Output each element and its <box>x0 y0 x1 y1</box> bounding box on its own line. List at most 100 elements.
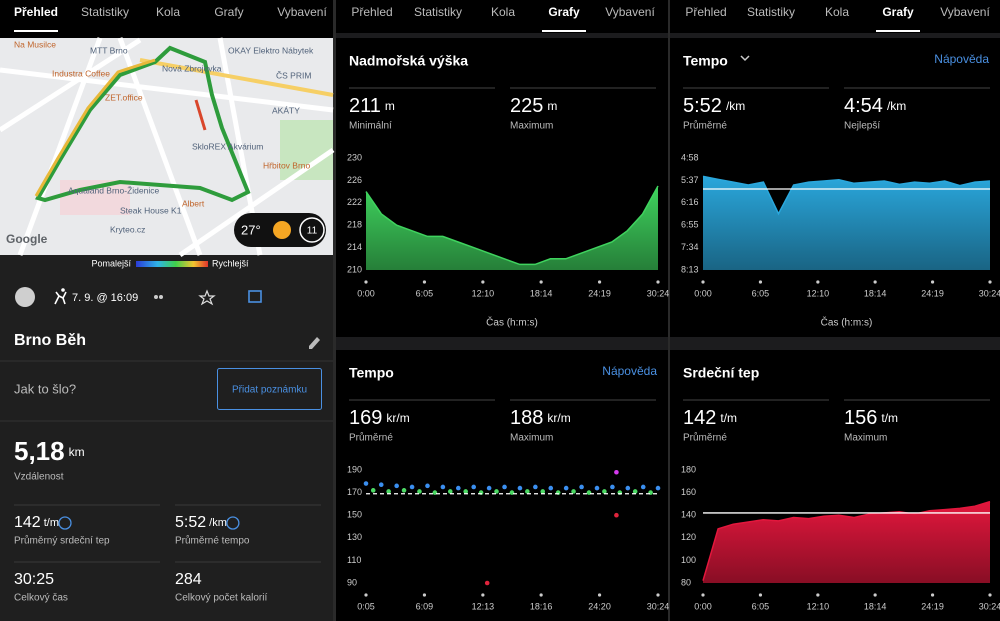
stat: 5:52/km <box>175 514 227 531</box>
tab[interactable]: Kola <box>825 5 849 19</box>
stat-info-icon[interactable] <box>58 516 72 530</box>
map-label: OKAY Elektro Nábytek <box>228 45 314 55</box>
stat-unit: /km <box>209 517 227 529</box>
avatar[interactable] <box>15 287 35 307</box>
tab[interactable]: Přehled <box>685 5 726 19</box>
photo-icon[interactable] <box>248 290 262 303</box>
x-tick-dot <box>758 593 763 597</box>
point <box>548 485 554 491</box>
run-icon-head <box>61 288 65 292</box>
stat-unit: t/m <box>881 411 898 425</box>
tab-divider <box>336 33 668 38</box>
y-tick-label: 80 <box>681 577 691 587</box>
legend-slow: Pomalejší <box>91 258 131 268</box>
stat-label: Průměrné <box>683 432 727 444</box>
dropdown-chevron[interactable] <box>740 55 750 62</box>
add-note-button[interactable]: Přidat poznámku <box>217 368 322 410</box>
x-tick-dot <box>656 593 660 597</box>
y-tick-label: 170 <box>347 487 362 497</box>
tab[interactable]: Statistiky <box>414 5 462 19</box>
tab[interactable]: Kola <box>156 5 180 19</box>
stat-value: 30:25 <box>14 571 54 588</box>
stat-label: Průměrný srdeční tep <box>14 535 110 547</box>
tab[interactable]: Vybavení <box>605 5 655 19</box>
x-tick-dot <box>701 280 705 284</box>
tab[interactable]: Přehled <box>14 5 58 19</box>
stat-value: 5:52 <box>175 514 206 531</box>
x-tick-dot <box>930 593 935 597</box>
edit-icon[interactable] <box>309 337 320 349</box>
stat: 284 <box>175 571 202 588</box>
point <box>471 484 477 490</box>
speed-gradient <box>136 261 208 267</box>
stat: 30:25 <box>14 571 54 588</box>
y-tick-label: 214 <box>347 242 362 252</box>
tab[interactable]: Kola <box>491 5 515 19</box>
map-label: Nová Zbrojovka <box>162 63 222 73</box>
point <box>540 489 546 494</box>
point <box>502 484 507 490</box>
weather-temperature: 27° <box>241 222 261 237</box>
map-label: Hřbitov Brno <box>263 160 311 170</box>
tab[interactable]: Grafy <box>548 5 580 19</box>
tab[interactable]: Statistiky <box>747 5 795 19</box>
tab[interactable]: Vybavení <box>940 5 990 19</box>
map[interactable]: 27° 11 <box>0 37 335 258</box>
help-link[interactable]: Nápověda <box>602 364 657 378</box>
stat-info-icon[interactable] <box>226 516 240 530</box>
favorite-icon[interactable] <box>198 289 216 306</box>
stat-unit: m <box>547 99 557 113</box>
stat-unit: t/m <box>720 411 737 425</box>
stat-label: Celkový počet kalorií <box>175 593 267 604</box>
route-slowest <box>194 99 207 131</box>
y-tick-label: 6:16 <box>681 197 699 207</box>
chart-stat: 156 t/m <box>844 407 898 429</box>
x-tick-label: 6:09 <box>416 601 434 611</box>
x-tick-dot <box>816 280 820 284</box>
x-tick-label: 24:19 <box>921 288 944 298</box>
stat-value: 156 <box>844 407 877 429</box>
x-tick-dot <box>422 593 427 597</box>
map-label: ČS PRIM <box>276 70 311 80</box>
point <box>378 482 384 487</box>
tab[interactable]: Grafy <box>882 5 914 19</box>
y-tick-label: 218 <box>347 220 362 230</box>
tab-indicator <box>876 30 920 32</box>
x-tick-dot <box>930 280 935 284</box>
x-tick-label: 0:00 <box>357 288 375 298</box>
x-axis-label: Čas (h:m:s) <box>821 316 873 329</box>
x-tick-label: 12:10 <box>807 288 830 298</box>
map-label: SkloREX Akvárium <box>192 141 263 151</box>
chart-stat: 225 m <box>510 95 557 117</box>
map-roads <box>0 37 335 258</box>
card-gap <box>336 337 668 350</box>
help-link[interactable]: Nápověda <box>934 52 989 66</box>
tab[interactable]: Vybavení <box>277 5 327 19</box>
tab[interactable]: Grafy <box>214 5 243 19</box>
x-tick-dot <box>988 280 992 284</box>
tab[interactable]: Statistiky <box>81 5 129 19</box>
y-tick-label: 230 <box>347 152 362 162</box>
x-tick-label: 0:00 <box>694 601 712 611</box>
x-tick-dot <box>597 280 602 284</box>
y-tick-label: 90 <box>347 577 357 587</box>
map-label: Industra Coffee <box>52 68 110 78</box>
stat-label: Celkový čas <box>14 593 68 604</box>
map-label: AKÁTY <box>272 105 300 115</box>
group-icon[interactable] <box>154 295 163 299</box>
stat-label: Maximum <box>510 433 553 444</box>
tab[interactable]: Přehled <box>351 5 392 19</box>
point <box>640 484 646 490</box>
y-tick-label: 180 <box>681 464 696 474</box>
chart-title: Srdeční tep <box>683 365 759 381</box>
chart-stat: 169 kr/m <box>349 407 410 429</box>
map-label: Steak House K1 <box>120 205 182 215</box>
chart-title: Tempo <box>349 365 394 381</box>
map-label: Na Musilce <box>14 39 56 49</box>
point <box>602 489 607 494</box>
area-line <box>702 500 991 581</box>
panel-divider <box>333 0 336 621</box>
point <box>610 484 615 490</box>
tab-divider <box>670 33 1000 38</box>
point <box>632 489 638 494</box>
